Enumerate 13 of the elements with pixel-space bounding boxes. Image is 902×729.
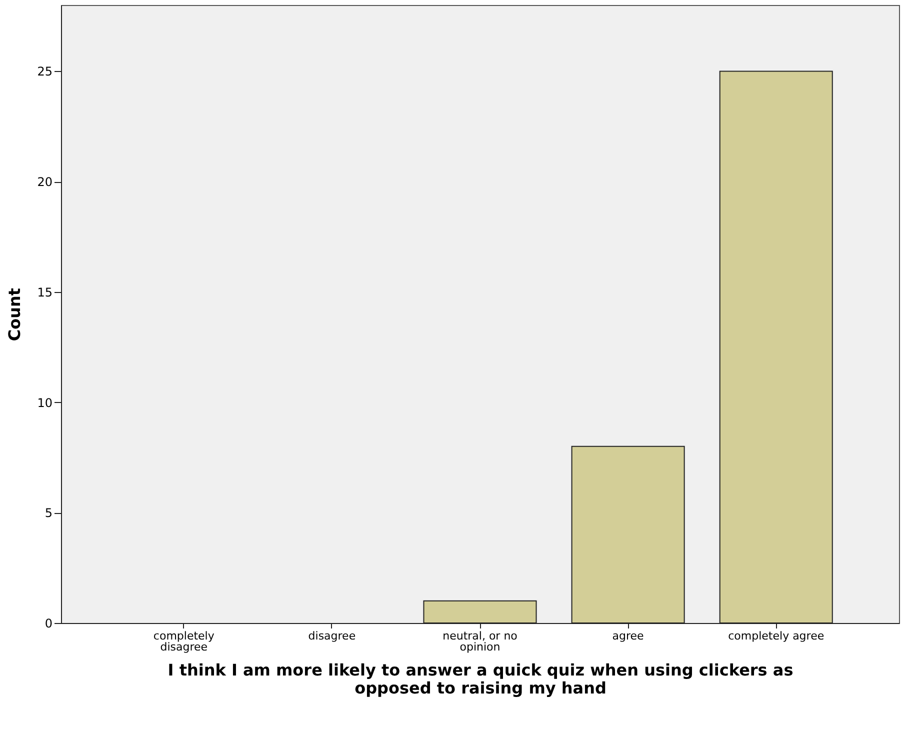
x-tick-label: neutral, or no opinion	[442, 630, 518, 654]
x-tick-label: completely disagree	[153, 630, 215, 654]
y-tick-label: 20	[37, 175, 52, 190]
y-tick-label: 10	[37, 396, 52, 410]
y-axis-title: Count	[5, 288, 24, 342]
x-tick-label: agree	[612, 630, 644, 642]
y-tick-label: 15	[37, 285, 52, 300]
x-tick-label: completely agree	[728, 630, 824, 642]
x-tick-label: disagree	[308, 630, 356, 642]
y-tick-label: 0	[44, 616, 52, 630]
y-tick-label: 5	[44, 506, 52, 520]
y-tick-label: 25	[37, 64, 52, 79]
x-axis-title: I think I am more likely to answer a quick quiz when using clickers as opposed to raising my hand	[168, 660, 794, 698]
